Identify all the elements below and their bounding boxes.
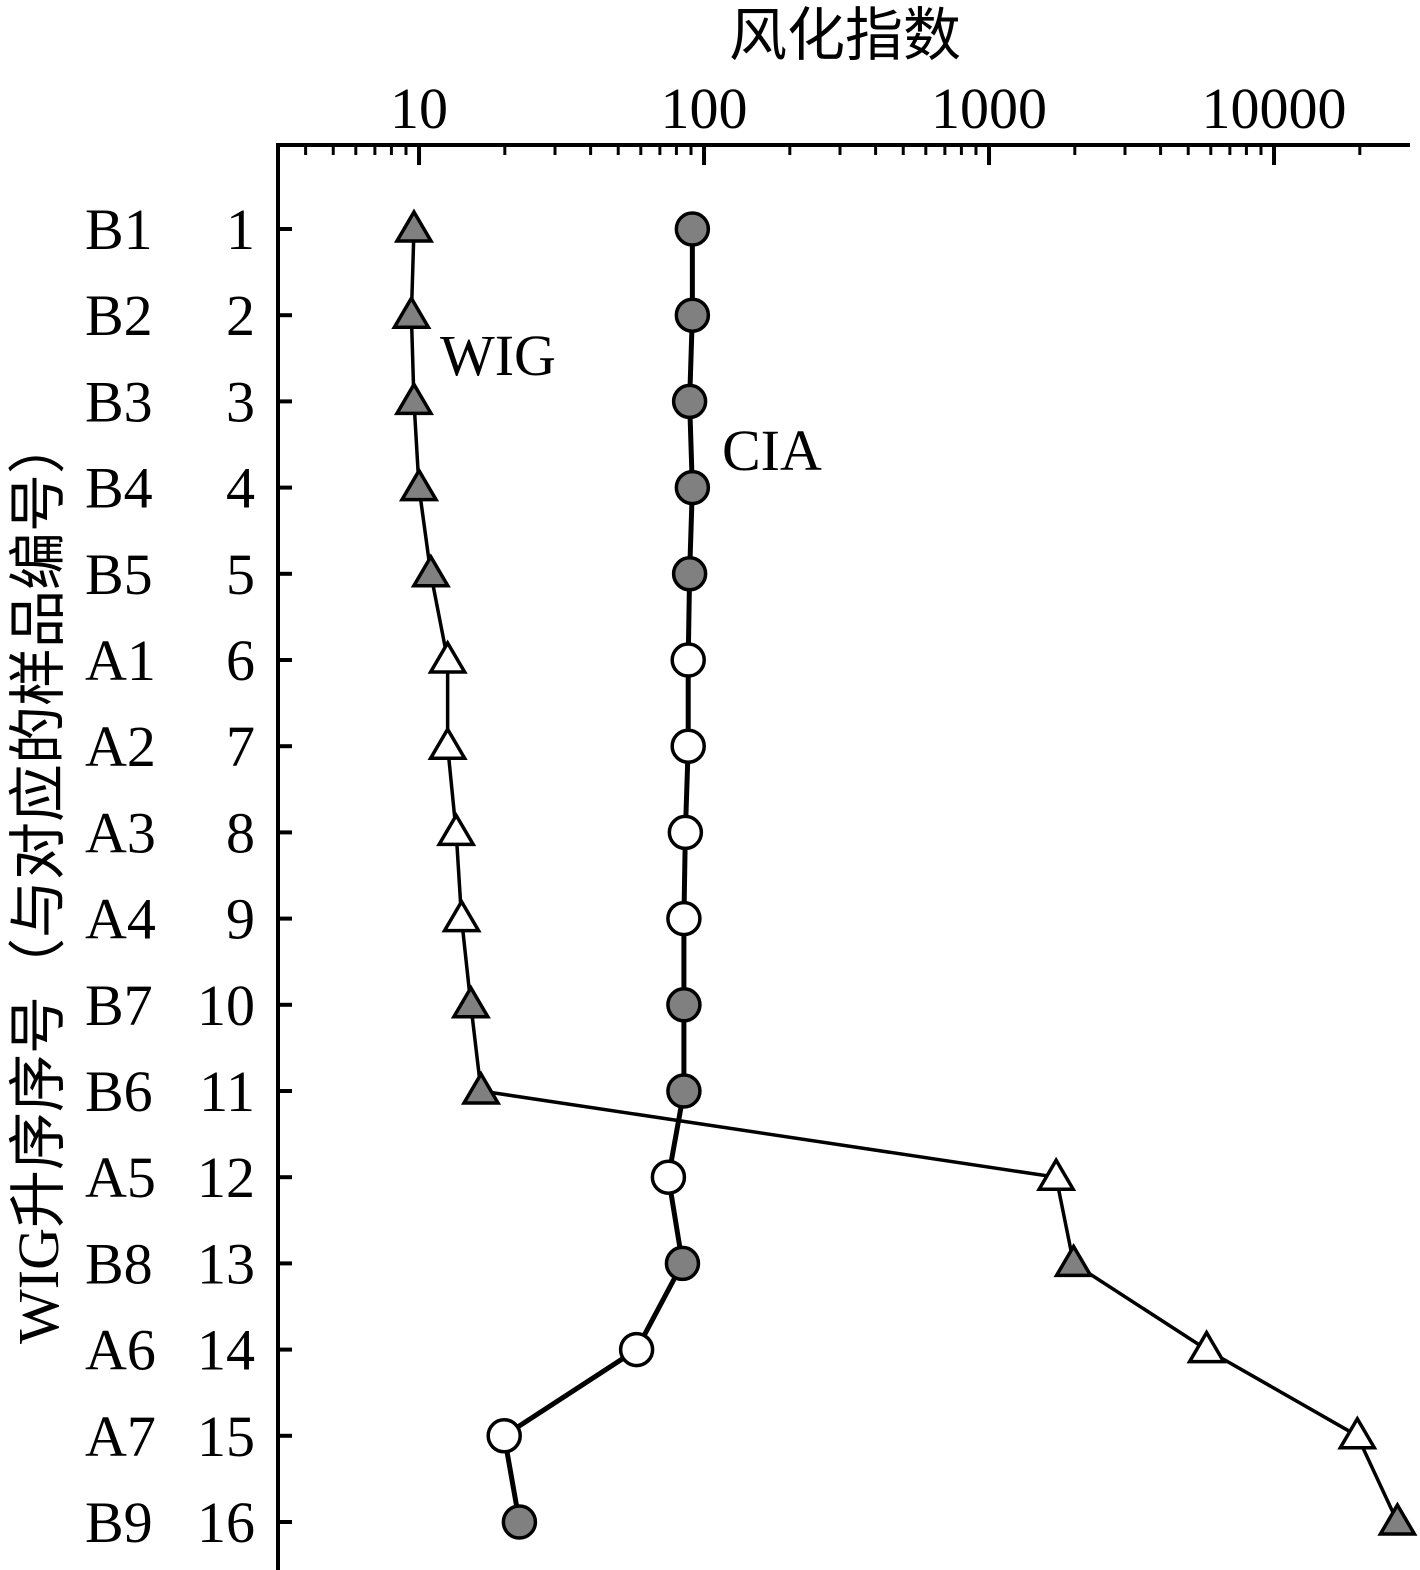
y-tick-label: 13	[197, 1231, 255, 1296]
y-tick-label: 15	[197, 1404, 255, 1469]
y-tick-label: 9	[226, 887, 255, 952]
sample-label: A6	[85, 1318, 156, 1383]
circle-marker	[670, 728, 706, 764]
y-tick-label: 5	[226, 542, 255, 607]
circle-marker	[671, 556, 708, 592]
triangle-marker	[1053, 1242, 1094, 1278]
y-tick-label: 2	[226, 283, 255, 348]
circle-marker	[666, 1073, 702, 1109]
circle-marker	[501, 1504, 538, 1540]
sample-label: B4	[85, 456, 153, 521]
y-tick-label: 4	[226, 456, 255, 521]
triangle-marker	[1186, 1329, 1227, 1364]
circle-marker	[650, 1159, 687, 1195]
triangle-marker	[427, 725, 468, 760]
triangle-marker	[441, 898, 482, 933]
series-label: CIA	[722, 418, 822, 483]
sample-label: B1	[85, 197, 153, 262]
y-tick-label: 11	[199, 1059, 255, 1124]
x-tick-label: 10	[390, 76, 448, 141]
triangle-marker	[398, 467, 440, 502]
y-tick-label: 6	[226, 628, 255, 693]
series-line	[409, 228, 1400, 1523]
triangle-marker	[1377, 1501, 1418, 1536]
y-tick-label: 7	[226, 714, 255, 779]
sample-label: A7	[85, 1404, 156, 1469]
circle-marker	[666, 987, 702, 1023]
sample-label: B5	[85, 542, 153, 607]
triangle-marker	[393, 208, 435, 243]
triangle-marker	[410, 553, 451, 588]
triangle-marker	[436, 811, 477, 847]
x-axis-title: 风化指数	[729, 3, 961, 68]
triangle-marker	[460, 1070, 502, 1105]
circle-marker	[674, 469, 711, 506]
sample-label: B6	[85, 1059, 153, 1124]
triangle-marker	[450, 984, 491, 1019]
sample-label: B2	[85, 283, 153, 348]
circle-marker	[664, 1245, 701, 1282]
y-tick-label: 14	[197, 1318, 255, 1383]
x-tick-label: 10000	[1202, 76, 1347, 141]
y-axis-title: WIG升序序号（与对应的样品编号）	[6, 416, 71, 1344]
circle-marker	[618, 1331, 655, 1368]
series-line	[501, 229, 695, 1523]
sample-label: A3	[85, 800, 156, 865]
sample-label: A1	[85, 628, 156, 693]
sample-label: B7	[85, 973, 153, 1038]
sample-label: A2	[85, 714, 156, 779]
y-tick-label: 10	[197, 973, 255, 1038]
circle-marker	[671, 383, 708, 420]
y-tick-label: 12	[197, 1145, 255, 1210]
circle-marker	[674, 211, 711, 247]
circle-marker	[486, 1418, 522, 1454]
series-label: WIG	[440, 323, 556, 388]
y-tick-label: 8	[226, 800, 255, 865]
triangle-marker	[393, 380, 435, 416]
y-tick-label: 1	[226, 197, 255, 262]
sample-label: B3	[85, 369, 153, 434]
circle-marker	[666, 900, 702, 937]
circle-marker	[670, 642, 706, 678]
circle-marker	[667, 814, 704, 851]
y-tick-label: 3	[226, 369, 255, 434]
circle-marker	[674, 297, 711, 333]
triangle-marker	[1337, 1415, 1378, 1450]
sample-label: B8	[85, 1231, 153, 1296]
triangle-marker	[391, 294, 432, 329]
x-tick-label: 1000	[931, 76, 1047, 141]
sample-label: B9	[85, 1490, 153, 1555]
sample-label: A4	[85, 887, 156, 952]
triangle-marker	[427, 639, 468, 674]
triangle-marker	[1036, 1156, 1077, 1191]
x-tick-label: 100	[661, 76, 748, 141]
y-tick-label: 16	[197, 1490, 255, 1555]
sample-label: A5	[85, 1145, 156, 1210]
